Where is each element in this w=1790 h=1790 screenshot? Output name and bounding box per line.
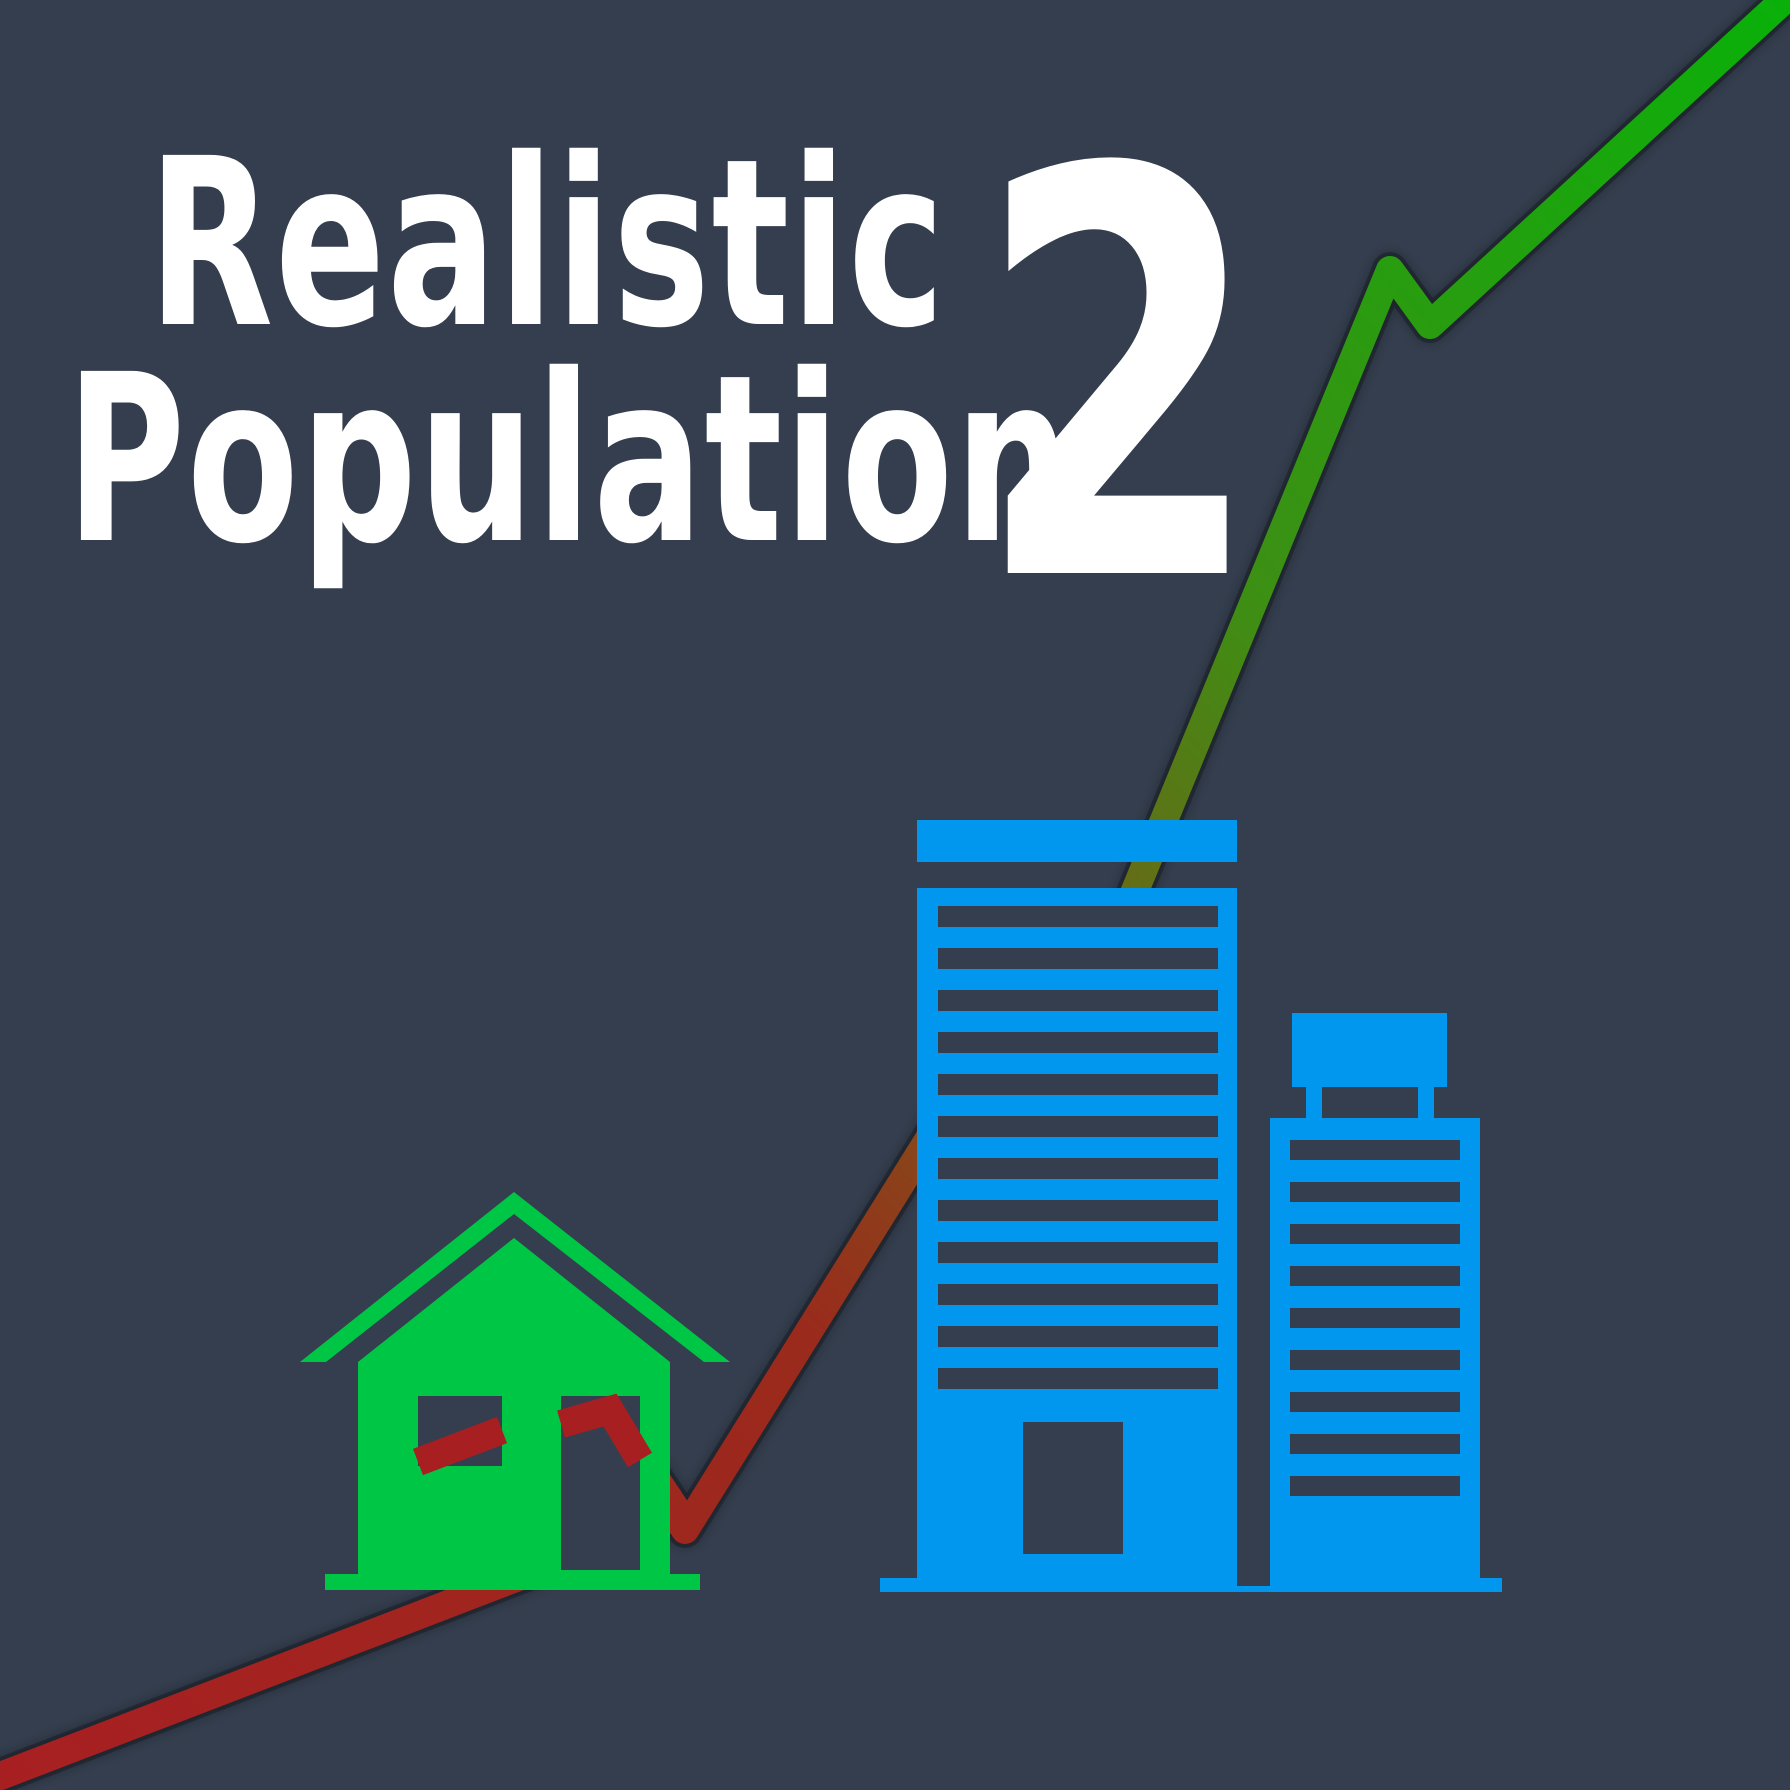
apartment-building-icon xyxy=(1270,1013,1480,1588)
title-line-1: Realistic xyxy=(148,109,947,379)
apartment-windows xyxy=(1290,1140,1460,1496)
title-line-2: Population xyxy=(66,325,1073,595)
ground-line xyxy=(880,1578,1502,1592)
building-gap xyxy=(1237,1570,1270,1586)
office-windows xyxy=(938,906,1218,1389)
house-icon xyxy=(300,1192,730,1590)
office-building-icon xyxy=(917,820,1237,1588)
office-door xyxy=(1023,1422,1123,1554)
title-number: 2 xyxy=(975,54,1263,706)
